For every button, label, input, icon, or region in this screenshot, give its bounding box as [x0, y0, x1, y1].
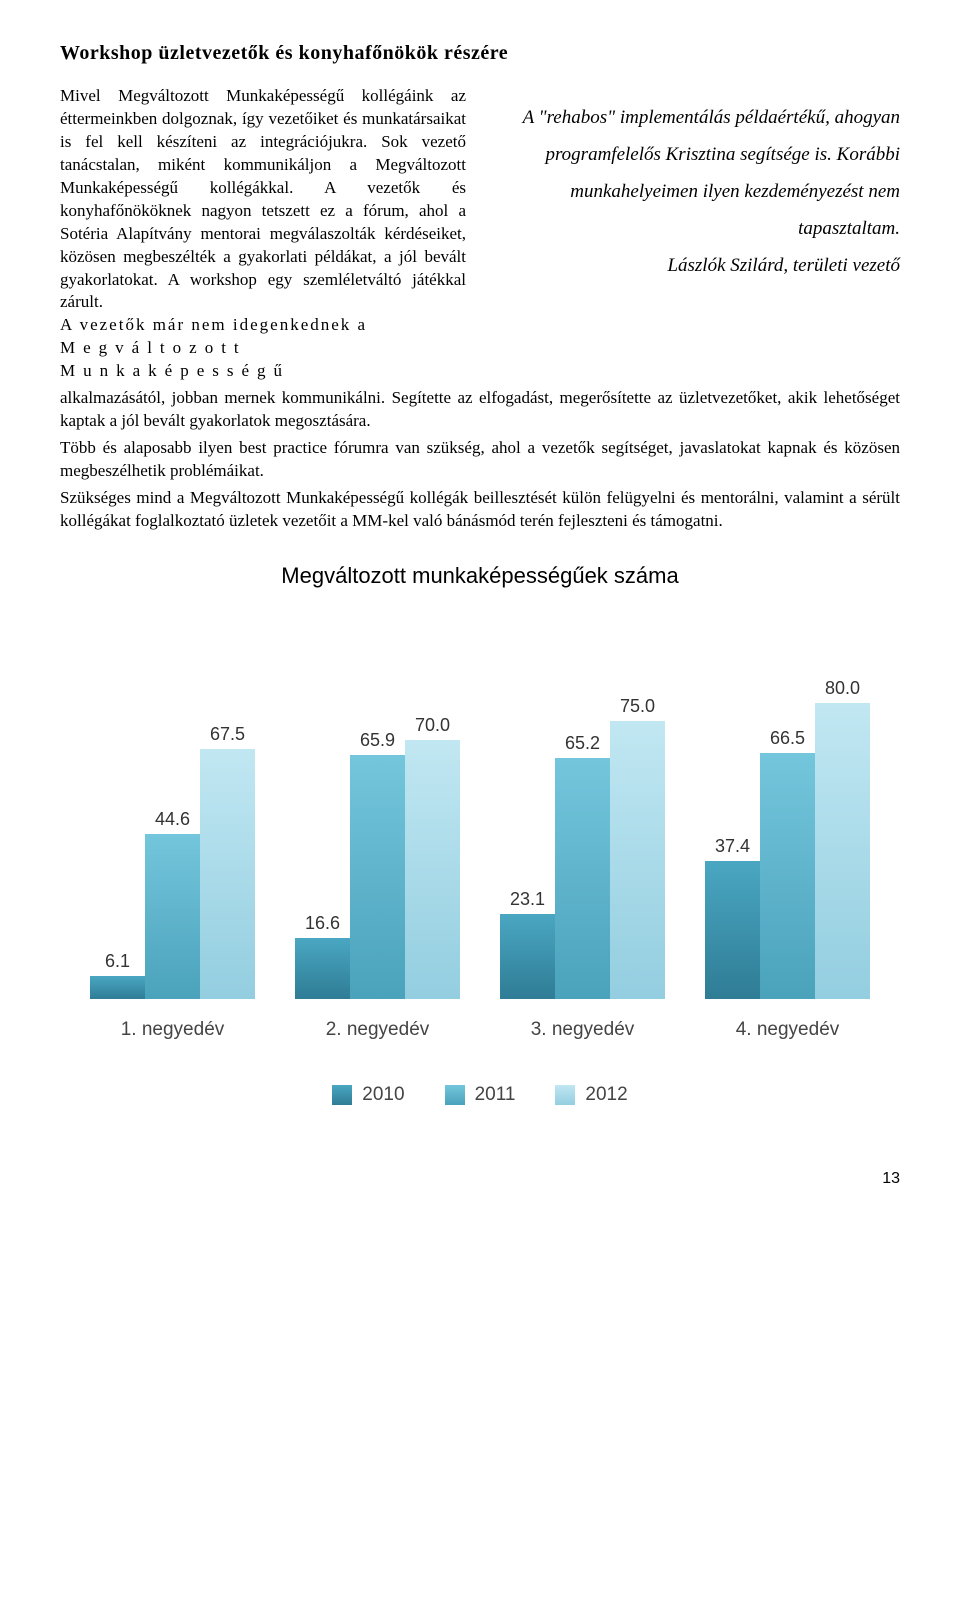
bar — [705, 861, 760, 999]
bar-value-label: 67.5 — [210, 722, 245, 746]
bar-wrap: 65.2 — [555, 731, 610, 998]
bar — [350, 755, 405, 999]
x-axis-label: 1. negyedév — [88, 1017, 258, 1043]
x-axis-label: 2. negyedév — [293, 1017, 463, 1043]
pull-quote: A "rehabos" implementálás példaértékű, a… — [494, 85, 900, 383]
bar — [500, 914, 555, 999]
quote-text: A "rehabos" implementálás példaértékű, a… — [523, 107, 900, 239]
bar-wrap: 65.9 — [350, 728, 405, 998]
bar-wrap: 16.6 — [295, 911, 350, 998]
legend-swatch — [555, 1085, 575, 1105]
bar-wrap: 66.5 — [760, 726, 815, 998]
body-text-4: Szükséges mind a Megváltozott Munkaképes… — [60, 487, 900, 533]
bar-value-label: 6.1 — [105, 949, 130, 973]
bar — [815, 703, 870, 999]
bar — [90, 976, 145, 999]
bar-chart: 6.1 44.6 67.5 16.6 65.9 70.0 23.1 65.2 75.0 37.4 6… — [70, 639, 890, 999]
quote-attribution: Lászlók Szilárd, területi vezető — [667, 255, 900, 276]
bar-value-label: 70.0 — [415, 713, 450, 737]
bar-wrap: 70.0 — [405, 713, 460, 998]
chart-legend: 2010 2011 2012 — [60, 1082, 900, 1108]
bar-wrap: 44.6 — [145, 807, 200, 998]
bar-value-label: 75.0 — [620, 694, 655, 718]
bar-value-label: 65.9 — [360, 728, 395, 752]
body-text-2: alkalmazásától, jobban mernek kommunikál… — [60, 387, 900, 433]
bar-wrap: 80.0 — [815, 676, 870, 998]
bar-value-label: 16.6 — [305, 911, 340, 935]
bar-group: 16.6 65.9 70.0 — [295, 713, 460, 998]
x-axis-label: 3. negyedév — [498, 1017, 668, 1043]
bar — [145, 834, 200, 999]
bar-wrap: 23.1 — [500, 887, 555, 998]
legend-item: 2011 — [445, 1082, 516, 1108]
bar-group: 37.4 66.5 80.0 — [705, 676, 870, 998]
x-axis-label: 4. negyedév — [703, 1017, 873, 1043]
bar — [200, 749, 255, 999]
section-title: Workshop üzletvezetők és konyhafőnökök r… — [60, 40, 900, 67]
legend-swatch — [332, 1085, 352, 1105]
body-text-1: Mivel Megváltozott Munkaképességű kollég… — [60, 86, 466, 311]
legend-label: 2011 — [475, 1082, 516, 1108]
bar-group: 23.1 65.2 75.0 — [500, 694, 665, 998]
bar-wrap: 67.5 — [200, 722, 255, 998]
bar-value-label: 80.0 — [825, 676, 860, 700]
left-column: Mivel Megváltozott Munkaképességű kollég… — [60, 85, 466, 383]
bar-group: 6.1 44.6 67.5 — [90, 722, 255, 998]
bar-wrap: 75.0 — [610, 694, 665, 998]
bar-value-label: 37.4 — [715, 834, 750, 858]
legend-item: 2012 — [555, 1082, 627, 1108]
bar — [555, 758, 610, 999]
bar-value-label: 66.5 — [770, 726, 805, 750]
bar-value-label: 44.6 — [155, 807, 190, 831]
body-text-tail-1: A vezetők már nem idegenkednek a — [60, 315, 367, 334]
legend-label: 2010 — [362, 1082, 404, 1108]
legend-swatch — [445, 1085, 465, 1105]
legend-item: 2010 — [332, 1082, 404, 1108]
bar-value-label: 65.2 — [565, 731, 600, 755]
bar-wrap: 37.4 — [705, 834, 760, 998]
body-text-3: Több és alaposabb ilyen best practice fó… — [60, 437, 900, 483]
two-column-block: Mivel Megváltozott Munkaképességű kollég… — [60, 85, 900, 383]
bar — [405, 740, 460, 999]
bar-value-label: 23.1 — [510, 887, 545, 911]
body-text-tail-2: Megváltozott Munkaképességű — [60, 338, 290, 380]
chart-title: Megváltozott munkaképességűek száma — [60, 561, 900, 591]
bar-wrap: 6.1 — [90, 949, 145, 998]
bar — [610, 721, 665, 999]
bar — [295, 938, 350, 999]
chart-x-axis: 1. negyedév 2. negyedév 3. negyedév 4. negy… — [70, 1017, 890, 1043]
page-number: 13 — [60, 1168, 900, 1190]
legend-label: 2012 — [585, 1082, 627, 1108]
bar — [760, 753, 815, 999]
